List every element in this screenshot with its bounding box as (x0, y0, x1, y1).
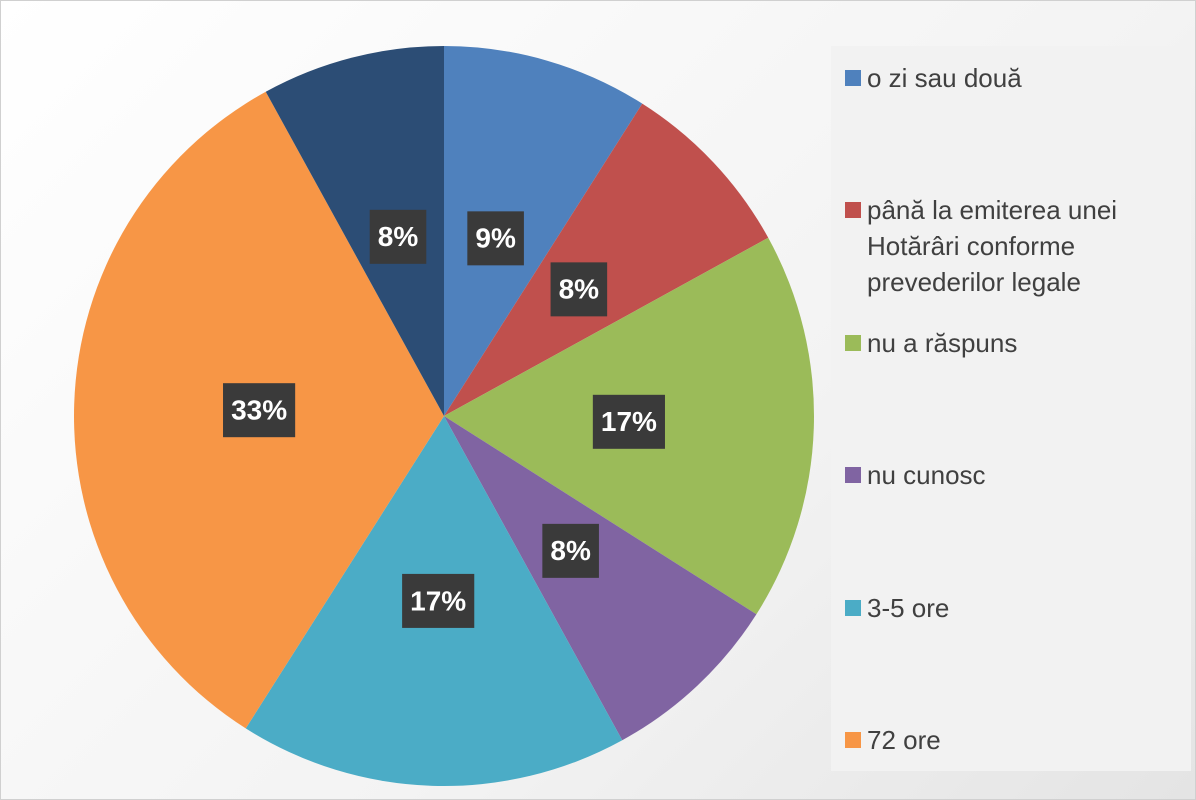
legend-label: nu cunosc (867, 460, 986, 491)
data-label: 8% (378, 221, 419, 252)
legend-label: 72 ore (867, 725, 941, 755)
data-label-box (402, 573, 475, 628)
data-label-box (223, 383, 296, 438)
legend-item: 72 ore (845, 722, 1185, 758)
data-label: 8% (559, 274, 600, 305)
data-label-box (467, 211, 524, 266)
data-label-box (369, 209, 427, 264)
pie-slice (444, 416, 757, 741)
legend-item: o zi sau două (845, 60, 1185, 96)
data-label-group: 8% (369, 209, 427, 264)
data-label-group: 8% (550, 262, 608, 317)
legend-swatch (845, 70, 861, 86)
data-label: 33% (231, 395, 287, 426)
pie-slice (265, 46, 444, 416)
data-label: 17% (410, 585, 466, 616)
data-label-box (542, 523, 599, 578)
legend-label: până la emiterea unei Hotărâri conforme … (867, 195, 1118, 298)
legend-label: nu a răspuns (867, 327, 1018, 358)
legend-item: nu cunosc (845, 457, 1185, 493)
data-label-group: 33% (223, 383, 296, 438)
legend-swatch (845, 599, 861, 616)
data-label-group: 8% (542, 523, 599, 578)
pie-slice (444, 46, 643, 416)
legend-item: 3-5 ore (845, 590, 1185, 626)
legend-label: o zi sau două (867, 63, 1022, 93)
data-label: 8% (550, 535, 591, 566)
legend: o zi sau două până la emiterea unei Hotăr… (831, 46, 1191, 771)
legend-swatch (845, 467, 861, 484)
data-label-box (550, 262, 608, 317)
data-label-box (592, 394, 665, 449)
legend-label: 3-5 ore (867, 592, 950, 623)
legend-swatch (845, 732, 861, 748)
data-label-group: 17% (592, 394, 665, 449)
data-label: 9% (475, 223, 516, 254)
data-label: 17% (601, 406, 657, 437)
data-label-group: 17% (402, 573, 475, 628)
legend-swatch (845, 334, 861, 351)
legend-item: nu a răspuns (845, 325, 1185, 361)
pie-area: 9% 8% 17% 8% 17% 33% 8% (73, 46, 815, 786)
legend-swatch (845, 202, 861, 219)
data-label-group: 9% (467, 211, 524, 266)
pie-slice (444, 103, 769, 417)
legend-item: până la emiterea unei Hotărâri conforme … (845, 192, 1185, 300)
